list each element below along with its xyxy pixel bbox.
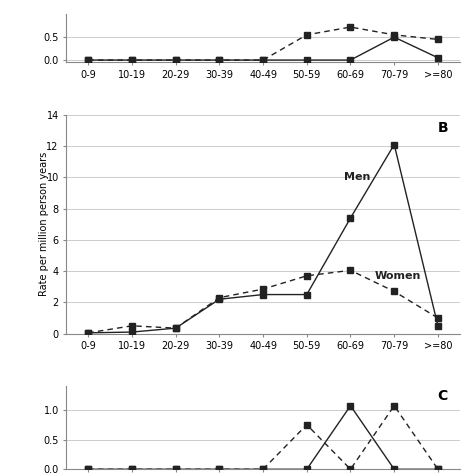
- Text: C: C: [438, 389, 448, 402]
- Text: B: B: [438, 121, 448, 136]
- Y-axis label: Rate per million person years: Rate per million person years: [38, 152, 48, 296]
- Text: Men: Men: [344, 173, 370, 182]
- Text: Women: Women: [374, 271, 421, 281]
